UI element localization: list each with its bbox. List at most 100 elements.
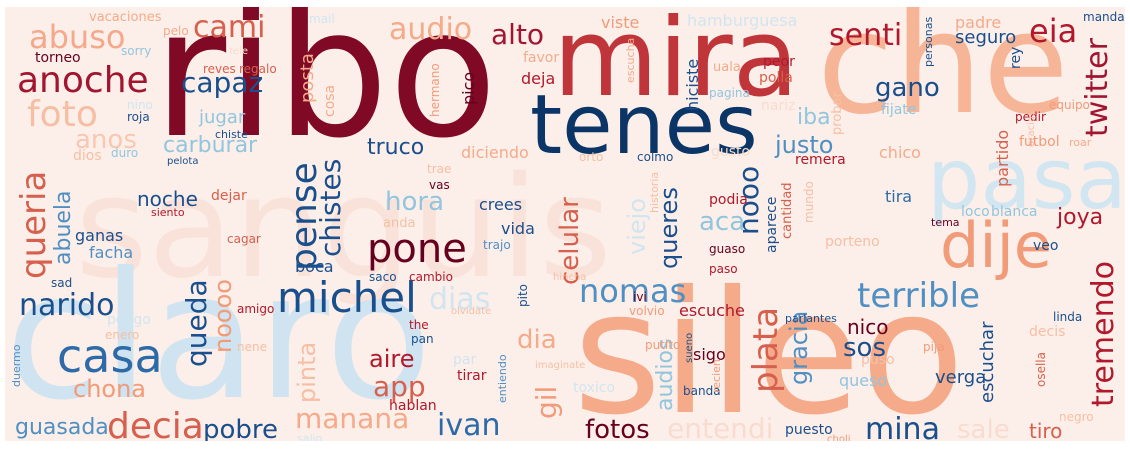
word-sad: sad xyxy=(51,276,73,290)
word-manana: manana xyxy=(295,402,410,435)
word-nariz: nariz xyxy=(761,98,796,114)
word-torneo: torneo xyxy=(35,50,81,66)
word-blanca: blanca xyxy=(991,204,1038,220)
word-ganas: ganas xyxy=(75,226,124,245)
word-facha: facha xyxy=(89,243,134,262)
word-roar: roar xyxy=(1069,136,1092,149)
word-futbol: futbol xyxy=(1019,134,1060,150)
word-app: app xyxy=(373,370,426,403)
word-cami: cami xyxy=(193,10,266,45)
word-personas: personas xyxy=(922,16,935,67)
word-aire: aire xyxy=(369,345,415,373)
word-cloud: sanguis claro sileo ribo che mira tenes … xyxy=(5,7,1125,441)
word-historia: historia xyxy=(648,171,661,213)
word-claro: claro xyxy=(5,236,433,439)
word-justo: justo xyxy=(775,131,834,159)
word-tema: tema xyxy=(931,216,960,229)
word-putito: putito xyxy=(645,338,681,352)
word-dios: dios xyxy=(73,148,102,164)
word-queria: queria xyxy=(14,170,54,279)
word-amigo: amigo xyxy=(237,302,275,316)
word-tenes: tenes xyxy=(530,78,758,173)
word-pongo: pongo xyxy=(107,312,151,328)
word-hincha: hincha xyxy=(553,272,587,283)
word-escucha: escucha xyxy=(624,37,637,83)
word-porteno: porteno xyxy=(825,234,880,250)
word-remera: remera xyxy=(795,152,846,168)
word-puesto: puesto xyxy=(785,422,833,438)
word-nene: nene xyxy=(237,340,267,354)
word-pagina: pagina xyxy=(709,86,750,100)
word-ribo: ribo xyxy=(153,7,498,177)
word-orto: orto xyxy=(579,150,604,164)
word-casa: casa xyxy=(57,329,163,383)
word-padre: padre xyxy=(955,13,1002,32)
word-uala: uala xyxy=(713,60,741,75)
word-deja: deja xyxy=(521,69,556,88)
word-posta: posta xyxy=(297,53,318,103)
word-the: the xyxy=(409,318,429,332)
word-trae: trae xyxy=(427,162,452,176)
word-veo: veo xyxy=(1033,238,1059,254)
word-viejo: viejo xyxy=(623,198,651,255)
word-loco: loco xyxy=(961,204,990,220)
word-aca: aca xyxy=(699,207,746,237)
word-decia: decia xyxy=(107,406,204,442)
word-tira: tira xyxy=(885,187,913,206)
word-banda: banda xyxy=(683,384,721,398)
word-twitter: twitter xyxy=(1080,38,1115,137)
word-duermo: duermo xyxy=(10,344,23,388)
word-mundo: mundo xyxy=(802,181,816,223)
word-hiciste: hiciste xyxy=(683,58,702,111)
word-tiro: tiro xyxy=(1029,419,1063,441)
word-dia: dia xyxy=(517,325,557,355)
word-chona: chona xyxy=(73,375,147,403)
word-roja: roja xyxy=(127,110,150,124)
word-queso: queso xyxy=(839,371,888,390)
word-cagar: cagar xyxy=(227,232,261,246)
word-pasa: pasa xyxy=(927,130,1125,228)
word-vas: vas xyxy=(429,178,450,192)
word-par: par xyxy=(453,352,477,368)
word-tele: tele xyxy=(229,46,249,57)
word-osella: osella xyxy=(1034,352,1048,387)
word-noche: noche xyxy=(137,187,198,211)
word-probar: probar xyxy=(830,92,845,135)
word-sorry: sorry xyxy=(121,44,152,58)
word-puso: puso xyxy=(861,352,895,368)
word-senti: senti xyxy=(829,18,903,53)
word-nico: nico xyxy=(847,315,889,339)
word-queda: queda xyxy=(180,279,213,367)
word-carburar: carburar xyxy=(163,133,258,158)
word-guaso: guaso xyxy=(709,242,746,256)
word-paso: paso xyxy=(709,262,738,276)
word-gano: gano xyxy=(875,73,940,103)
word-pito: pito xyxy=(516,284,530,307)
word-pone: pone xyxy=(367,226,467,272)
word-toxico: toxico xyxy=(573,380,616,396)
word-ivan: ivan xyxy=(437,408,501,441)
word-escuche: escuche xyxy=(679,301,745,320)
word-fotos: fotos xyxy=(585,415,650,441)
word-alto: alto xyxy=(491,18,545,51)
word-favor: favor xyxy=(523,50,560,66)
word-siento: siento xyxy=(151,206,185,219)
word-peor: peor xyxy=(763,54,795,70)
word-dias: dias xyxy=(429,282,491,317)
word-volvio: volvio xyxy=(629,304,665,318)
word-negro: negro xyxy=(1059,410,1094,424)
word-fijate: fijate xyxy=(881,102,917,118)
word-seguro: seguro xyxy=(955,27,1017,48)
word-recien: recien xyxy=(710,359,723,393)
word-chico: chico xyxy=(879,143,921,162)
word-vacaciones: vacaciones xyxy=(89,10,162,25)
word-anoche: anoche xyxy=(17,60,149,101)
word-plata: plata xyxy=(746,306,786,393)
word-mail: mail xyxy=(309,12,335,26)
word-chiste: chiste xyxy=(215,128,248,141)
word-cambio: cambio xyxy=(409,270,453,284)
word-hermano: hermano xyxy=(428,63,442,117)
word-iba: iba xyxy=(797,105,831,130)
word-tremendo: tremendo xyxy=(1086,261,1121,407)
word-linda: linda xyxy=(1053,310,1083,324)
